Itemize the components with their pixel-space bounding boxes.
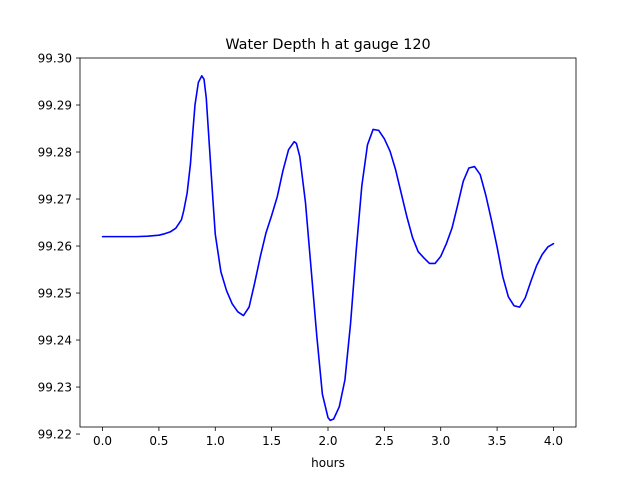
x-tick-label: 1.5 (262, 434, 281, 448)
y-tick-label: 99.26 (38, 239, 72, 253)
y-tick-label: 99.30 (38, 51, 72, 65)
x-tick-label: 0.5 (149, 434, 168, 448)
x-axis-label: hours (311, 456, 345, 470)
x-tick-label: 4.0 (544, 434, 563, 448)
y-tick-label: 99.29 (38, 98, 72, 112)
x-tick-label: 1.0 (206, 434, 225, 448)
y-tick-label: 99.24 (38, 333, 72, 347)
x-tick-label: 2.5 (375, 434, 394, 448)
y-tick-label: 99.23 (38, 380, 72, 394)
axes-frame (79, 57, 577, 428)
y-tick-label: 99.28 (38, 145, 72, 159)
x-tick-label: 3.5 (488, 434, 507, 448)
y-tick-label: 99.22 (38, 427, 72, 441)
y-tick-label: 99.27 (38, 192, 72, 206)
plot-area: 0.0 0.5 1.0 1.5 2.0 2.5 3.0 3.5 4.0 99.22 99.23 99.… (38, 51, 577, 448)
x-tick-label: 2.0 (318, 434, 337, 448)
x-tick-label: 0.0 (93, 434, 112, 448)
y-tick-label: 99.25 (38, 286, 72, 300)
x-tick-label: 3.0 (431, 434, 450, 448)
chart-title: Water Depth h at gauge 120 (225, 37, 430, 53)
series-line-0 (101, 75, 555, 422)
